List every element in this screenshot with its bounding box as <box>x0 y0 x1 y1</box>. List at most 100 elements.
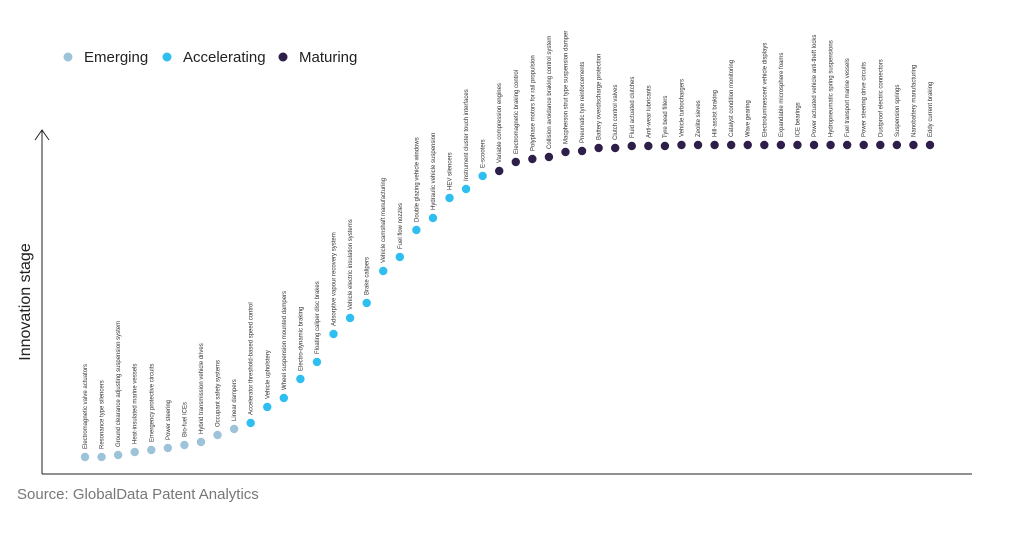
point-label: Ground clearance adjusting suspension sy… <box>116 321 122 447</box>
point-label: Accelerator threshold-based speed contro… <box>249 302 255 415</box>
point-label: Vehicle upholstery <box>265 350 271 399</box>
point-label: Adsorptive vapour recovery system <box>332 232 338 326</box>
legend-marker <box>63 52 73 62</box>
dot <box>495 166 504 176</box>
dot <box>876 140 885 150</box>
dot <box>412 225 421 235</box>
dot <box>246 418 255 428</box>
dot <box>909 140 918 150</box>
point-label: Fuel transport marine vessels <box>845 58 851 137</box>
point-label: Macpherson strut type suspension damper <box>563 31 569 144</box>
point-label: Vehicle electric insulation systems <box>348 219 354 310</box>
point-label: Fuel flow nozzles <box>398 203 404 249</box>
point-label: Dustproof electric connectors <box>878 59 884 137</box>
point-label: Eddy current braking <box>928 82 934 137</box>
point-label: Fluid actuated clutches <box>630 77 636 138</box>
point-label: Suspension springs <box>895 85 901 137</box>
dot <box>229 424 239 434</box>
point-label: Clutch control valves <box>613 85 619 140</box>
dot <box>677 140 686 150</box>
point-label: ICE bearings <box>795 102 801 137</box>
point-label: Wheel suspension mounted dampers <box>282 291 288 390</box>
point-label: Hydropneumatic spring suspensions <box>829 40 835 137</box>
point-label: Electro-dynamic braking <box>298 307 304 371</box>
y-axis-label: Innovation stage <box>17 243 34 361</box>
point-label: HEV silencers <box>448 152 454 190</box>
dot <box>130 447 139 457</box>
point-label: Catalyst condition monitoring <box>729 60 735 137</box>
dot <box>97 452 106 462</box>
point-label: Double glazing vehicle windows <box>414 137 420 222</box>
point-label: Brake calipers <box>365 257 371 295</box>
dot <box>80 452 90 462</box>
point-label: Power steering <box>166 400 172 440</box>
point-label: Heat-insulated marine vessels <box>133 364 139 444</box>
dot <box>196 437 206 447</box>
point-label: Battery overdischarge protection <box>597 54 603 140</box>
point-label: Instrument cluster touch interfaces <box>464 89 470 181</box>
point-label: Floating caliper disc brakes <box>315 281 321 354</box>
dot <box>478 171 487 181</box>
dot <box>312 357 322 367</box>
dot <box>213 430 222 440</box>
point-label: Power steering drive circuits <box>862 62 868 137</box>
dot <box>660 141 670 151</box>
y-axis-arrow <box>34 129 50 141</box>
point-label: Resonance type silencers <box>100 380 106 449</box>
dot <box>627 141 636 151</box>
point-label: Vehicle camshaft manufacturing <box>381 178 387 263</box>
dot <box>395 252 405 262</box>
dot <box>379 266 388 276</box>
dot <box>445 193 454 203</box>
dot <box>345 313 355 323</box>
dot <box>693 140 703 150</box>
dot <box>594 143 603 153</box>
dot <box>644 141 653 151</box>
point-label: Collision avoidance braking control syst… <box>547 36 553 149</box>
source: Source: GlobalData Patent Analytics <box>17 486 259 503</box>
point-label: Pneumatic tyre reinforcements <box>580 62 586 143</box>
point-label: Bio-fuel ICEs <box>182 402 188 437</box>
point-label: Occupant safety systems <box>216 360 222 427</box>
point-label: Electromagnetic braking control <box>514 70 520 154</box>
dot <box>329 329 338 339</box>
dot <box>760 140 769 150</box>
dot <box>577 146 587 156</box>
dot <box>743 140 752 150</box>
legend-marker <box>162 52 172 62</box>
point-label: Hybrid transmission vehicle drives <box>199 343 205 434</box>
point-label: Wave gearing <box>746 100 752 137</box>
dot <box>859 140 868 150</box>
point-label: Expandable microsphere foams <box>779 53 785 137</box>
dot <box>793 140 802 150</box>
point-label: Power actuated vehicle anti-theft locks <box>812 35 818 137</box>
point-label: Polyphase motors for rail propulsion <box>530 55 536 151</box>
dot <box>561 147 570 157</box>
dot <box>726 140 736 150</box>
point-label: Vehicle turbochargers <box>679 79 685 137</box>
point-label: Tyre bead fillers <box>663 96 669 138</box>
legend-marker <box>278 52 288 62</box>
dot <box>925 140 935 150</box>
point-label: Electromagnetic valve actuators <box>83 364 89 449</box>
dot <box>544 152 554 162</box>
dot <box>163 443 173 453</box>
dot <box>826 140 835 150</box>
point-label: Nanobattery manufacturing <box>911 65 917 137</box>
point-label: Emergency protective circuits <box>149 364 155 442</box>
point-label: Hill-assist braking <box>713 90 719 137</box>
dot <box>113 450 123 460</box>
point-label: Anti-wear lubricants <box>646 85 652 138</box>
point-label: Hydraulic vehicle suspension <box>431 133 437 210</box>
legend-label: Emerging <box>84 49 148 66</box>
dot <box>710 140 719 150</box>
dot <box>511 157 520 167</box>
legend-label: Accelerating <box>183 49 266 66</box>
dot <box>528 154 537 164</box>
legend-label: Maturing <box>299 49 357 66</box>
dot <box>279 393 289 403</box>
dot <box>809 140 819 150</box>
point-label: Electroluminescent vehicle displays <box>762 43 768 137</box>
dot <box>362 298 371 308</box>
